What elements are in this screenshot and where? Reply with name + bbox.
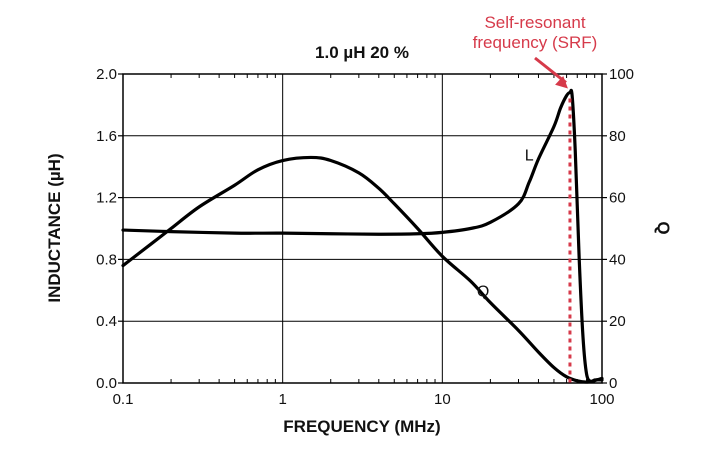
y2-tick-label: 0: [609, 375, 617, 392]
chart-title: 1.0 µH 20 %: [315, 43, 409, 62]
y-tick-label: 0.0: [96, 375, 117, 392]
srf-arrow-line: [534, 56, 567, 84]
y-tick-label: 0.4: [96, 313, 117, 330]
annotation-group: [534, 56, 572, 383]
plot-frame: [122, 73, 603, 384]
series-l-label: L: [525, 148, 534, 165]
x-tick-label: 100: [589, 391, 614, 408]
x-tick-label: 0.1: [113, 391, 134, 408]
y-tick-label: 1.2: [96, 190, 117, 207]
x-axis-title: FREQUENCY (MHz): [283, 417, 440, 436]
y-tick-label: 0.8: [96, 251, 117, 268]
srf-annotation-text: Self-resonant: [484, 13, 585, 32]
y2-tick-label: 40: [609, 251, 626, 268]
series-l-line: [121, 88, 604, 384]
series-group: [121, 88, 604, 384]
y-tick-label: 1.6: [96, 128, 117, 145]
series-q-line: [121, 155, 604, 384]
x-tick-label: 10: [434, 391, 451, 408]
y2-tick-label: 60: [609, 190, 626, 207]
y2-tick-label: 20: [609, 313, 626, 330]
y2-tick-label: 100: [609, 66, 634, 83]
y2-tick-label: 80: [609, 128, 626, 145]
grid: [123, 74, 602, 383]
x-tick-label: 1: [278, 391, 286, 408]
srf-arrow-head: [555, 75, 568, 89]
y-axis-title: INDUCTANCE (µH): [45, 153, 64, 302]
tick-marks: [118, 73, 607, 384]
y-tick-label: 2.0: [96, 66, 117, 83]
series-q-label: Q: [477, 283, 489, 300]
srf-annotation-text: frequency (SRF): [473, 33, 598, 52]
y2-axis-title: Q: [654, 221, 673, 234]
